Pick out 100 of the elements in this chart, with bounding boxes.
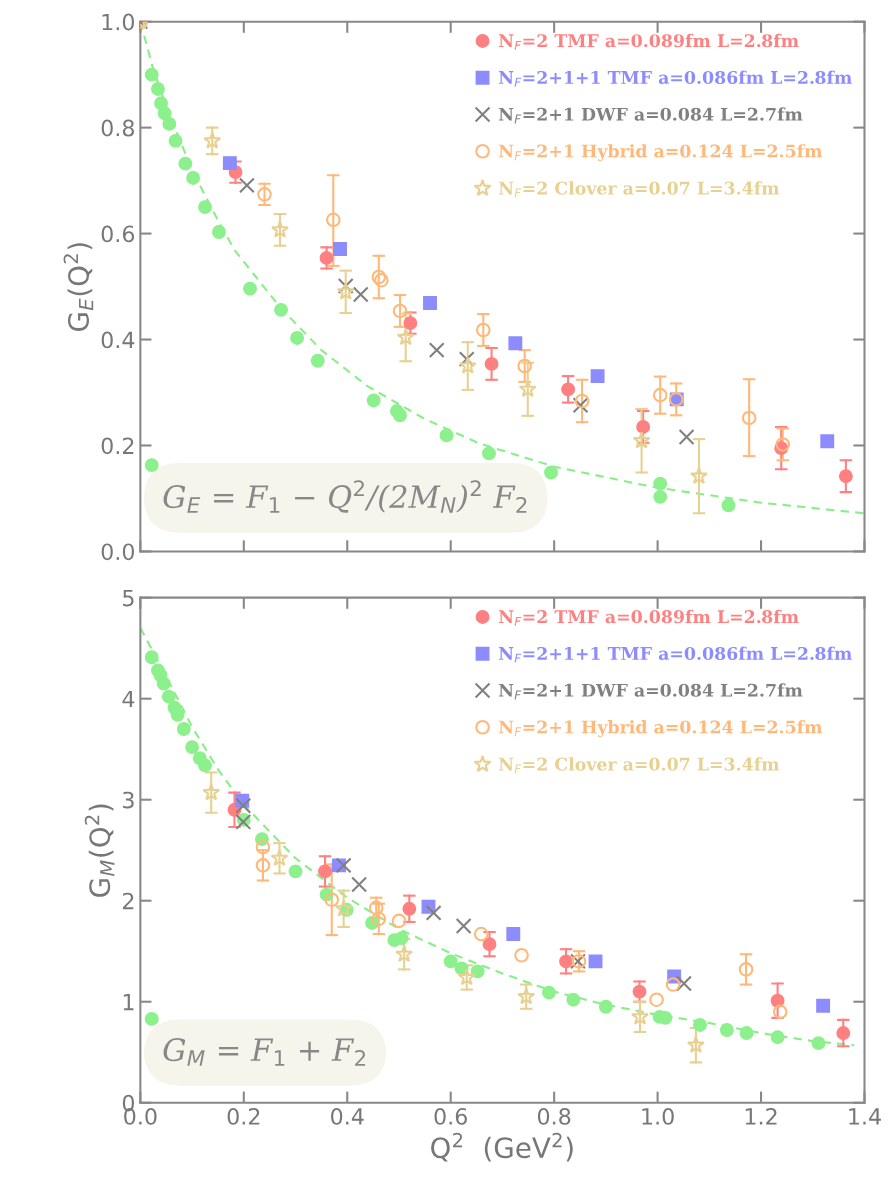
point — [212, 225, 226, 239]
point — [255, 858, 271, 873]
point — [458, 351, 475, 368]
y-tick-label: 0.0 — [101, 543, 135, 561]
point — [693, 1018, 707, 1032]
point — [482, 446, 496, 461]
legend-label: N$_{F}$=2+1+1 TMF a=0.086fm L=2.8fm — [498, 70, 852, 87]
point — [157, 106, 172, 121]
point — [144, 650, 159, 665]
point — [235, 797, 252, 814]
point — [371, 911, 387, 927]
point — [394, 931, 409, 946]
point — [775, 437, 791, 452]
point — [238, 177, 255, 194]
point — [820, 434, 835, 449]
legend-label: N$_{F}$=2 Clover a=0.07 L=3.4fm — [498, 757, 780, 774]
x-tick-label: 0.6 — [434, 1108, 467, 1125]
point — [162, 116, 177, 131]
point — [366, 393, 381, 408]
point — [351, 876, 368, 893]
point — [255, 839, 271, 855]
y-tick-label: 5 — [123, 589, 134, 607]
point — [185, 740, 200, 755]
y-tick-label: 0.4 — [101, 331, 135, 349]
point — [739, 1026, 754, 1040]
point — [686, 1035, 705, 1053]
point — [324, 892, 340, 907]
point — [738, 962, 754, 977]
y-tick-label: 2 — [122, 892, 134, 910]
point — [506, 927, 521, 941]
point — [333, 241, 347, 256]
point — [288, 864, 303, 879]
point — [290, 330, 305, 345]
point — [566, 992, 581, 1007]
point — [632, 984, 647, 999]
point — [326, 212, 341, 228]
point — [561, 382, 576, 397]
point — [559, 954, 573, 969]
point — [476, 322, 491, 338]
point — [482, 937, 497, 952]
point — [170, 707, 185, 722]
legend-label: N$_{F}$=2+1 Hybrid a=0.124 L=2.5fm — [498, 720, 823, 738]
point — [770, 1030, 785, 1045]
point — [222, 156, 237, 171]
point — [508, 336, 523, 351]
point — [178, 156, 193, 171]
point — [274, 302, 288, 317]
point — [198, 200, 212, 215]
point — [391, 913, 407, 929]
point — [455, 917, 472, 934]
point — [636, 419, 651, 434]
point — [198, 758, 212, 773]
point — [517, 987, 536, 1005]
y-tick-label: 0.2 — [101, 437, 134, 455]
point — [676, 975, 692, 992]
x-tick-label: 1.2 — [745, 1108, 777, 1125]
point — [632, 431, 651, 449]
point — [337, 278, 354, 295]
legend-label: N$_{F}$=2+1 DWF a=0.084 L=2.7fm — [498, 107, 803, 124]
point — [741, 410, 757, 426]
point — [457, 968, 476, 986]
x-tick-label: 0.2 — [227, 1108, 260, 1125]
point — [334, 899, 353, 917]
point — [310, 353, 325, 368]
point — [396, 328, 415, 346]
point — [649, 992, 664, 1007]
point — [425, 904, 442, 921]
point — [678, 429, 695, 445]
point — [588, 954, 603, 969]
point — [590, 369, 605, 384]
point — [243, 281, 257, 296]
legend-label: N$_{F}$=2 TMF a=0.089fm L=2.8fm — [498, 609, 799, 626]
point — [514, 947, 529, 963]
y-tick-label: 1.0 — [102, 13, 135, 31]
point — [203, 131, 222, 149]
point — [665, 977, 681, 992]
point — [428, 342, 445, 359]
x-tick-label: 0.4 — [331, 1108, 364, 1125]
point — [470, 964, 485, 979]
point — [598, 999, 613, 1014]
point — [336, 282, 355, 300]
x-tick-label: 0.8 — [537, 1108, 571, 1125]
point — [257, 187, 272, 202]
point — [653, 489, 668, 504]
point — [318, 864, 332, 879]
point — [144, 458, 159, 473]
text: G$_{E}$ = F$_{1}$ − Q$^{2}$/(2M$_{N}$)$^{2}$ F$_{2}$ — [163, 480, 527, 513]
x-tick-label: 1.0 — [642, 1108, 674, 1125]
y-tick-label: 0.8 — [101, 119, 134, 137]
annotation: G$_{M}$ = F$_{1}$ + F$_{2}$ — [163, 1038, 366, 1066]
point — [156, 676, 171, 691]
point — [168, 133, 183, 148]
point — [443, 954, 458, 969]
point — [176, 722, 191, 736]
point — [368, 900, 384, 916]
legend-label: N$_{F}$=2+1 Hybrid a=0.124 L=2.5fm — [498, 144, 823, 162]
point — [719, 1023, 734, 1037]
point — [721, 498, 736, 513]
y-axis-title: G$_{M}$(Q$^{2}$) — [84, 804, 115, 897]
point — [473, 926, 489, 942]
